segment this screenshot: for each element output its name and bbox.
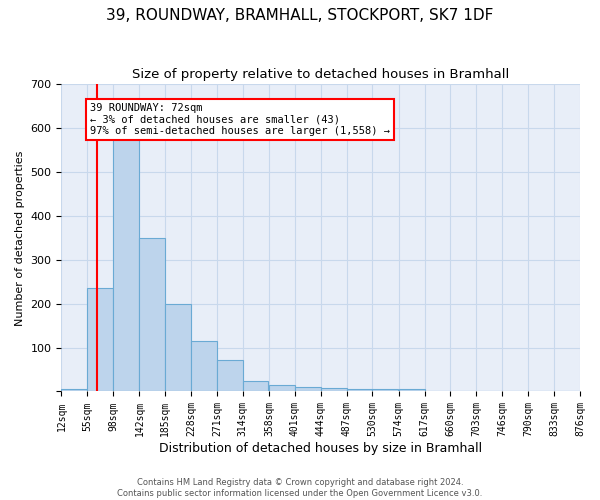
Bar (295, 387, 321, 392)
Bar (399, 390, 425, 392)
Text: Contains HM Land Registry data © Crown copyright and database right 2024.
Contai: Contains HM Land Registry data © Crown c… (118, 478, 482, 498)
Bar (321, 388, 347, 392)
Bar (242, 380, 268, 392)
Y-axis label: Number of detached properties: Number of detached properties (15, 150, 25, 326)
Bar (373, 390, 398, 392)
Bar (347, 390, 373, 392)
Title: Size of property relative to detached houses in Bramhall: Size of property relative to detached ho… (132, 68, 509, 80)
Bar (139, 238, 165, 392)
X-axis label: Distribution of detached houses by size in Bramhall: Distribution of detached houses by size … (159, 442, 482, 455)
Bar (113, 137, 139, 392)
Text: 39, ROUNDWAY, BRAMHALL, STOCKPORT, SK7 1DF: 39, ROUNDWAY, BRAMHALL, STOCKPORT, SK7 1… (106, 8, 494, 22)
Bar (87, 288, 113, 392)
Bar (191, 341, 217, 392)
Bar (61, 390, 87, 392)
Bar (217, 360, 242, 392)
Bar (269, 385, 295, 392)
Bar (165, 304, 191, 392)
Text: 39 ROUNDWAY: 72sqm
← 3% of detached houses are smaller (43)
97% of semi-detached: 39 ROUNDWAY: 72sqm ← 3% of detached hous… (90, 103, 390, 136)
